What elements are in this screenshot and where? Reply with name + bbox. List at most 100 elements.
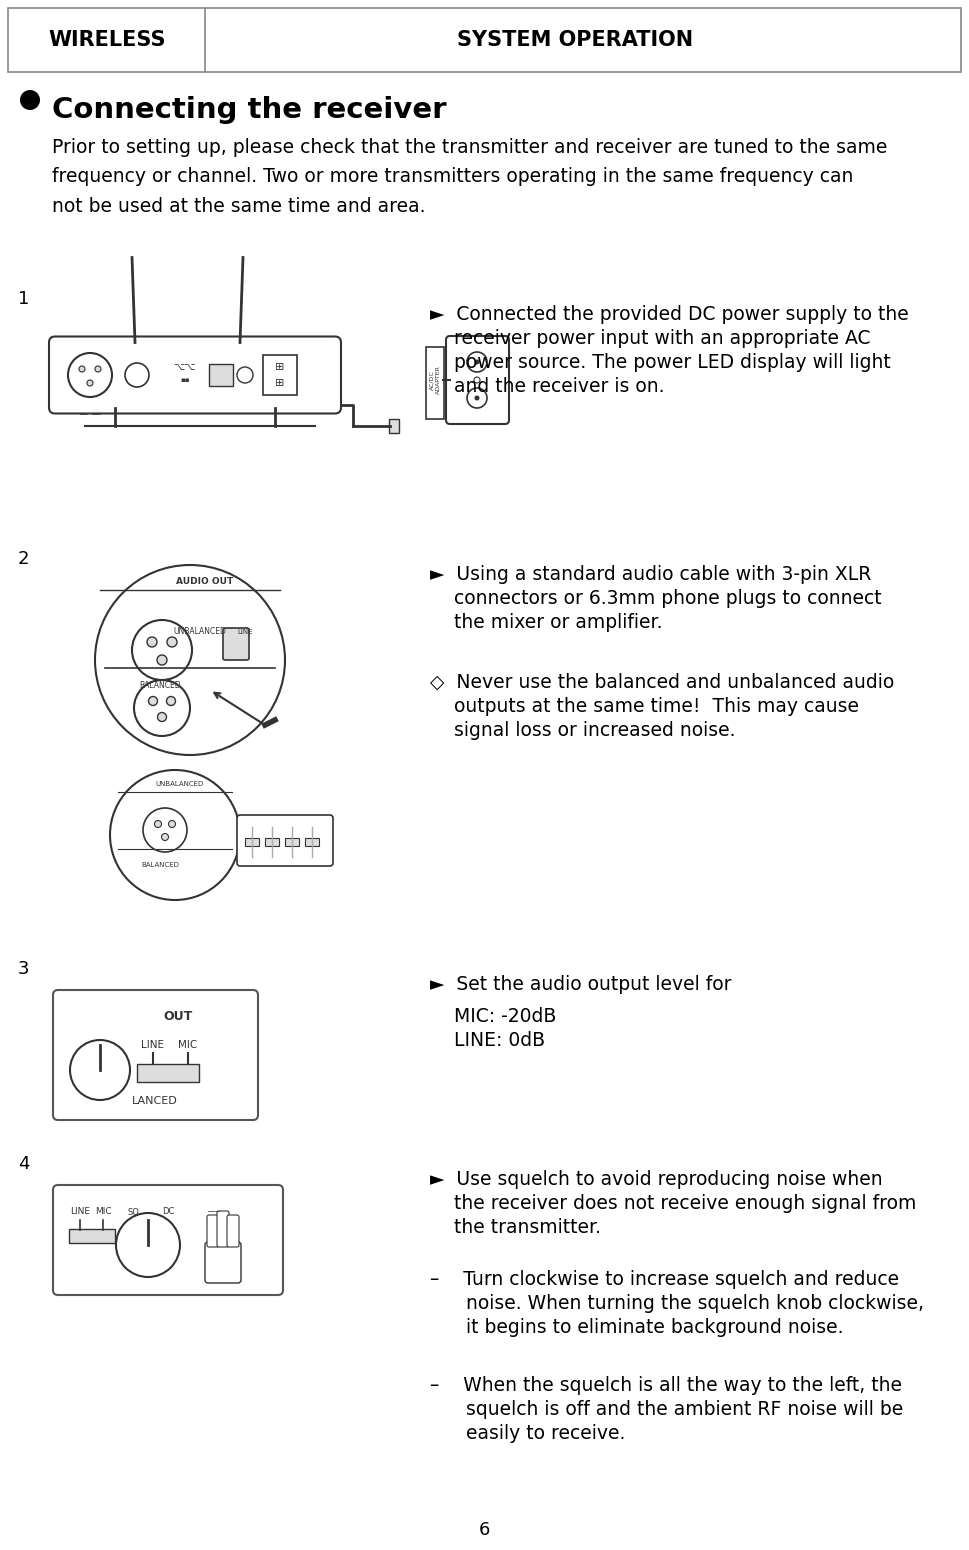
Text: and the receiver is on.: and the receiver is on. [430, 377, 665, 395]
Text: BALANCED: BALANCED [140, 680, 181, 690]
Text: LINE: LINE [70, 1207, 90, 1217]
Circle shape [87, 380, 93, 386]
FancyBboxPatch shape [245, 839, 259, 846]
Text: LINE: LINE [237, 629, 253, 636]
Circle shape [148, 696, 158, 705]
Circle shape [116, 1214, 180, 1277]
Text: ►  Use squelch to avoid reproducing noise when: ► Use squelch to avoid reproducing noise… [430, 1170, 883, 1189]
Text: Prior to setting up, please check that the transmitter and receiver are tuned to: Prior to setting up, please check that t… [52, 138, 888, 215]
FancyBboxPatch shape [137, 1063, 199, 1082]
Text: ⊞: ⊞ [275, 363, 285, 372]
Text: it begins to eliminate background noise.: it begins to eliminate background noise. [430, 1318, 843, 1338]
Circle shape [95, 566, 285, 755]
Text: receiver power input with an appropriate AC: receiver power input with an appropriate… [430, 329, 870, 349]
Circle shape [154, 820, 162, 828]
FancyBboxPatch shape [285, 839, 299, 846]
Text: signal loss or increased noise.: signal loss or increased noise. [430, 721, 735, 739]
Circle shape [169, 820, 175, 828]
Text: UNBALANCED: UNBALANCED [173, 628, 227, 637]
Circle shape [134, 680, 190, 736]
Text: ►  Using a standard audio cable with 3-pin XLR: ► Using a standard audio cable with 3-pi… [430, 566, 871, 584]
Text: ◇  Never use the balanced and unbalanced audio: ◇ Never use the balanced and unbalanced … [430, 673, 894, 691]
Text: DC: DC [162, 1207, 174, 1217]
FancyBboxPatch shape [205, 1242, 241, 1283]
Text: LINE: 0dB: LINE: 0dB [430, 1031, 546, 1049]
Text: the transmitter.: the transmitter. [430, 1218, 601, 1237]
FancyBboxPatch shape [426, 347, 444, 418]
Text: 6: 6 [479, 1521, 489, 1539]
Text: BALANCED: BALANCED [141, 862, 179, 868]
Text: power source. The power LED display will light: power source. The power LED display will… [430, 353, 891, 372]
FancyBboxPatch shape [223, 628, 249, 660]
FancyBboxPatch shape [53, 990, 258, 1121]
Text: –    Turn clockwise to increase squelch and reduce: – Turn clockwise to increase squelch and… [430, 1269, 899, 1290]
Circle shape [467, 352, 487, 372]
Text: the mixer or amplifier.: the mixer or amplifier. [430, 612, 663, 632]
Circle shape [110, 770, 240, 901]
Text: MIC: MIC [95, 1207, 111, 1217]
Text: ▪▪: ▪▪ [180, 377, 190, 383]
Text: Connecting the receiver: Connecting the receiver [52, 96, 447, 124]
Text: UNBALANCED: UNBALANCED [156, 781, 204, 787]
Circle shape [157, 656, 167, 665]
Text: 2: 2 [18, 550, 29, 567]
Text: AC/DC
ADAPTER: AC/DC ADAPTER [429, 366, 441, 394]
Circle shape [125, 363, 149, 388]
Text: MIC: MIC [178, 1040, 198, 1049]
Circle shape [237, 367, 253, 383]
Circle shape [158, 713, 167, 721]
Text: ►  Set the audio output level for: ► Set the audio output level for [430, 975, 732, 994]
Circle shape [474, 377, 480, 383]
Text: easily to receive.: easily to receive. [430, 1424, 625, 1443]
Circle shape [20, 90, 40, 110]
Text: 1: 1 [18, 290, 29, 308]
Circle shape [475, 360, 480, 364]
Circle shape [167, 696, 175, 705]
Text: 3: 3 [18, 959, 29, 978]
Text: 4: 4 [18, 1155, 29, 1173]
FancyBboxPatch shape [207, 1215, 219, 1248]
Circle shape [132, 620, 192, 680]
FancyBboxPatch shape [389, 418, 399, 432]
Circle shape [143, 808, 187, 853]
Text: AUDIO OUT: AUDIO OUT [176, 577, 234, 586]
Circle shape [147, 637, 157, 646]
FancyBboxPatch shape [265, 839, 279, 846]
Circle shape [79, 366, 85, 372]
Text: LINE: LINE [141, 1040, 165, 1049]
Text: WIRELESS: WIRELESS [48, 29, 166, 50]
Text: ───: ─── [206, 1209, 219, 1215]
FancyBboxPatch shape [446, 336, 509, 425]
Text: SQ: SQ [127, 1207, 139, 1217]
FancyBboxPatch shape [209, 364, 233, 386]
FancyBboxPatch shape [227, 1215, 239, 1248]
Text: OUT: OUT [164, 1011, 193, 1023]
Text: MIC: -20dB: MIC: -20dB [430, 1008, 556, 1026]
Circle shape [167, 637, 177, 646]
Circle shape [68, 353, 112, 397]
Text: the receiver does not receive enough signal from: the receiver does not receive enough sig… [430, 1194, 917, 1214]
Text: squelch is off and the ambient RF noise will be: squelch is off and the ambient RF noise … [430, 1400, 903, 1418]
Circle shape [95, 366, 101, 372]
Circle shape [70, 1040, 130, 1100]
FancyBboxPatch shape [237, 815, 333, 866]
FancyBboxPatch shape [263, 355, 297, 395]
Text: ►  Connected the provided DC power supply to the: ► Connected the provided DC power supply… [430, 305, 909, 324]
Text: noise. When turning the squelch knob clockwise,: noise. When turning the squelch knob clo… [430, 1294, 924, 1313]
FancyBboxPatch shape [49, 336, 341, 414]
Circle shape [475, 395, 480, 400]
Circle shape [162, 834, 169, 840]
FancyBboxPatch shape [217, 1211, 229, 1248]
FancyBboxPatch shape [69, 1229, 115, 1243]
Text: ⊞: ⊞ [275, 378, 285, 388]
FancyBboxPatch shape [305, 839, 319, 846]
Text: LANCED: LANCED [132, 1096, 178, 1107]
Text: ⌥⌥: ⌥⌥ [173, 363, 197, 372]
Text: –    When the squelch is all the way to the left, the: – When the squelch is all the way to the… [430, 1376, 902, 1395]
FancyBboxPatch shape [53, 1186, 283, 1294]
Text: SYSTEM OPERATION: SYSTEM OPERATION [457, 29, 693, 50]
Text: outputs at the same time!  This may cause: outputs at the same time! This may cause [430, 698, 859, 716]
Text: ──  ──: ── ── [79, 412, 101, 418]
Circle shape [467, 388, 487, 408]
FancyBboxPatch shape [8, 8, 961, 71]
